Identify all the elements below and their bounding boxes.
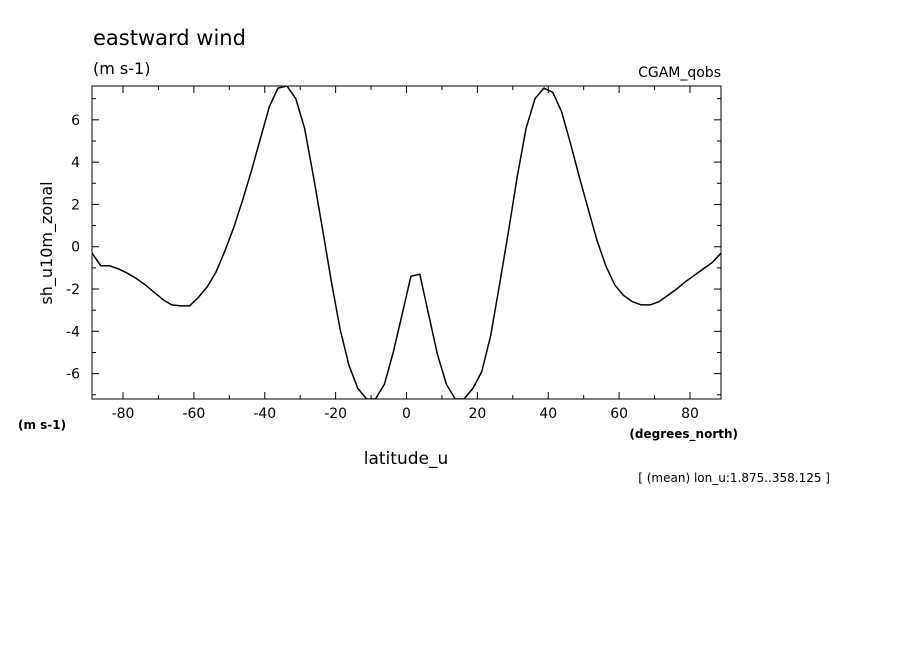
x-axis-units: (degrees_north) xyxy=(629,427,738,442)
y-axis-label: sh_u10m_zonal xyxy=(37,181,57,304)
y-tick-label: 4 xyxy=(71,155,80,171)
y-axis-units: (m s-1) xyxy=(18,418,66,432)
chart-title: eastward wind xyxy=(93,26,246,50)
footnote: [ (mean) lon_u:1.875..358.125 ] xyxy=(638,471,830,485)
x-tick-label: -40 xyxy=(253,406,276,422)
x-tick-label: -60 xyxy=(182,406,205,422)
y-tick-label: -6 xyxy=(66,367,80,383)
x-tick-label: -80 xyxy=(112,406,135,422)
x-tick-label: 60 xyxy=(610,406,628,422)
y-tick-label: 2 xyxy=(71,197,80,213)
y-tick-label: 0 xyxy=(71,240,80,256)
y-tick-label: -4 xyxy=(66,324,80,340)
plot-frame xyxy=(91,85,722,400)
chart-subtitle-units: (m s-1) xyxy=(93,59,150,78)
series-line-1 xyxy=(92,86,721,399)
y-tick-label: -2 xyxy=(66,282,80,298)
y-tick-label: 6 xyxy=(71,113,80,129)
dataset-label: CGAM_qobs xyxy=(638,65,721,81)
x-tick-label: 40 xyxy=(539,406,557,422)
x-tick-label: 80 xyxy=(681,406,699,422)
x-tick-label: 20 xyxy=(468,406,486,422)
x-tick-label: 0 xyxy=(402,406,411,422)
x-tick-label: -20 xyxy=(324,406,347,422)
x-axis-label: latitude_u xyxy=(364,449,449,469)
